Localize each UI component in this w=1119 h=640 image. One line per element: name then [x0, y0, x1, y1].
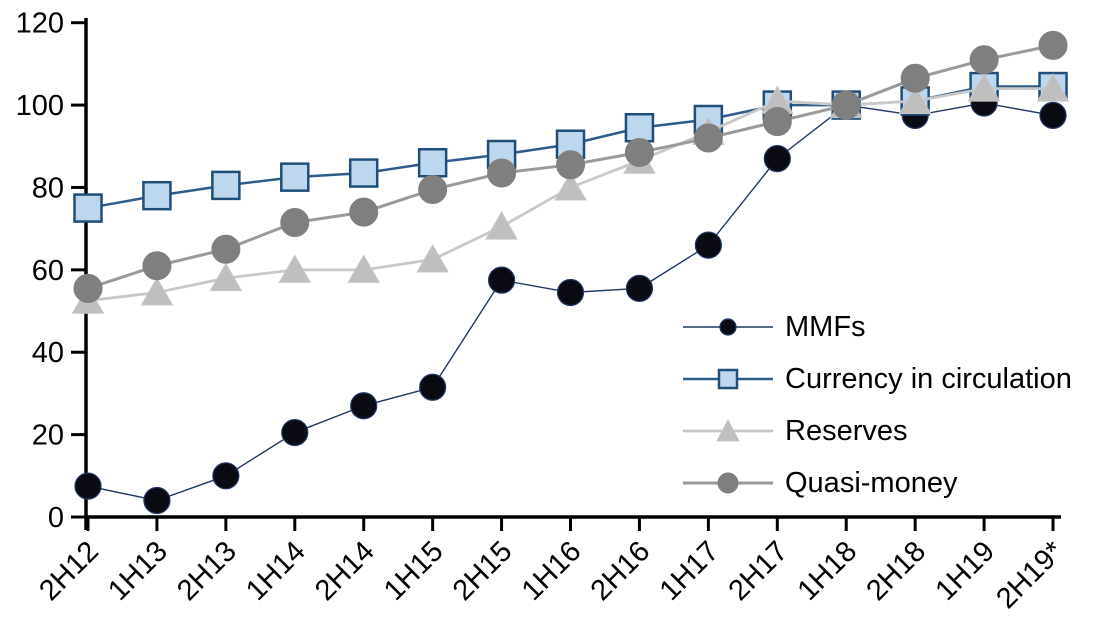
data-point-quasi-money [831, 90, 861, 120]
data-point-mmfs [1039, 101, 1067, 129]
data-point-quasi-money [418, 175, 448, 205]
currency-legend-marker-icon [683, 368, 773, 390]
chart-legend: MMFs Currency in circulation Reserves Qu… [683, 301, 1072, 509]
reserves-legend-marker-icon [683, 418, 773, 442]
x-tick-label: 1H13 [102, 535, 174, 607]
legend-glyph-reserves [716, 418, 740, 442]
data-point-currency-in-circulation [280, 162, 310, 192]
data-point-reserves [140, 277, 174, 306]
data-point-currency-in-circulation [624, 112, 655, 143]
data-point-quasi-money [349, 197, 379, 227]
data-point-mmfs [350, 392, 378, 420]
y-tick-label: 0 [48, 502, 64, 534]
x-tick-label: 2H17 [723, 535, 795, 607]
data-point-currency-in-circulation [142, 180, 172, 211]
legend-glyph-quasi-money [717, 472, 739, 494]
data-point-mmfs [487, 266, 516, 294]
x-tick-label: 1H17 [654, 535, 726, 607]
data-point-quasi-money [1038, 30, 1068, 60]
data-point-currency-in-circulation [73, 193, 103, 223]
legend-label-currency-in-circulation: Currency in circulation [785, 362, 1072, 395]
quasi-money-legend-marker-icon [683, 472, 773, 494]
legend-item-mmfs: MMFs [683, 301, 1072, 353]
data-point-quasi-money [142, 251, 172, 281]
y-tick-label: 100 [16, 90, 64, 122]
legend-label-quasi-money: Quasi-money [785, 466, 958, 499]
data-point-mmfs [625, 274, 654, 302]
data-point-mmfs [556, 278, 585, 307]
y-tick-label: 60 [32, 255, 64, 287]
data-point-quasi-money [280, 207, 310, 237]
x-tick-label: 1H19 [929, 535, 1001, 607]
data-point-reserves [1036, 73, 1070, 102]
y-tick-label: 40 [32, 337, 64, 369]
data-point-currency-in-circulation [417, 148, 448, 178]
y-tick-label: 20 [32, 420, 64, 452]
data-point-quasi-money [969, 45, 999, 75]
data-point-reserves [209, 262, 243, 292]
x-tick-label: 1H16 [516, 535, 588, 607]
data-point-quasi-money [762, 107, 792, 137]
legend-glyph-mmfs [719, 318, 737, 336]
data-point-reserves [485, 211, 518, 240]
data-point-mmfs [212, 462, 240, 490]
x-tick-label: 1H14 [240, 535, 312, 607]
data-point-quasi-money [556, 150, 586, 180]
legend-label-mmfs: MMFs [785, 310, 866, 343]
data-point-quasi-money [900, 63, 930, 93]
legend-glyph-currency-in-circulation [717, 368, 739, 390]
data-point-mmfs [419, 373, 447, 401]
data-point-quasi-money [487, 158, 517, 188]
x-tick-label: 2H13 [171, 535, 243, 607]
legend-item-currency-in-circulation: Currency in circulation [683, 353, 1072, 405]
data-point-currency-in-circulation [348, 158, 379, 188]
data-point-mmfs [74, 472, 102, 500]
data-point-mmfs [694, 231, 722, 259]
data-point-reserves [554, 171, 587, 201]
data-point-reserves [416, 244, 450, 273]
x-tick-label: 2H19* [990, 535, 1070, 615]
legend-item-reserves: Reserves [683, 405, 1072, 457]
data-point-currency-in-circulation [211, 170, 241, 201]
data-point-quasi-money [211, 234, 241, 264]
legend-label-reserves: Reserves [785, 414, 908, 447]
x-tick-label: 2H14 [309, 535, 381, 607]
data-point-quasi-money [73, 273, 103, 303]
data-point-mmfs [763, 145, 791, 173]
y-tick-label: 80 [32, 172, 64, 204]
data-point-mmfs [143, 486, 171, 515]
x-tick-label: 2H16 [585, 535, 657, 607]
x-tick-label: 2H12 [33, 535, 105, 607]
legend-item-quasi-money: Quasi-money [683, 457, 1072, 509]
data-point-reserves [347, 254, 381, 283]
y-tick-label: 120 [16, 8, 64, 40]
mmfs-legend-marker-icon [683, 318, 773, 336]
x-tick-label: 2H15 [447, 535, 519, 607]
data-point-quasi-money [624, 137, 654, 167]
data-point-reserves [278, 254, 312, 283]
data-point-reserves [898, 85, 932, 114]
x-tick-label: 1H18 [792, 535, 864, 607]
data-point-quasi-money [693, 123, 723, 153]
x-tick-label: 1H15 [378, 535, 450, 607]
x-tick-label: 2H18 [860, 535, 932, 607]
data-point-mmfs [281, 418, 309, 447]
data-point-reserves [967, 73, 1001, 102]
